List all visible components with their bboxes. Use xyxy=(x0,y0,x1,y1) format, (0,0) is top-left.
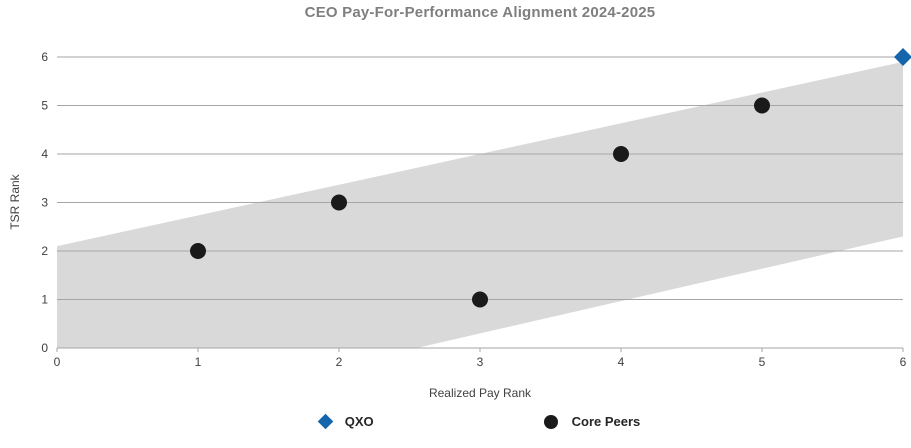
point-qxo xyxy=(894,48,911,66)
y-tick-label-1: 1 xyxy=(41,293,48,307)
point-core-peers xyxy=(472,291,488,308)
y-tick-label-4: 4 xyxy=(41,147,48,161)
legend-label-qxo: QXO xyxy=(344,414,374,429)
x-tick-label-0: 0 xyxy=(54,355,61,369)
y-axis-title: TSR Rank xyxy=(8,174,22,230)
point-core-peers xyxy=(754,97,770,114)
core-peers-circle-icon xyxy=(543,414,558,429)
y-tick-label-6: 6 xyxy=(41,50,48,64)
x-tick-label-5: 5 xyxy=(759,355,766,369)
x-tick-label-4: 4 xyxy=(618,355,625,369)
x-tick-label-2: 2 xyxy=(336,355,343,369)
x-tick-label-1: 1 xyxy=(195,355,202,369)
chart-title: CEO Pay-For-Performance Alignment 2024-2… xyxy=(304,4,656,21)
x-tick-label-3: 3 xyxy=(477,355,484,369)
y-tick-label-2: 2 xyxy=(41,244,48,258)
x-tick-label-6: 6 xyxy=(900,355,907,369)
qxo-diamond-icon xyxy=(317,413,333,430)
y-tick-label-5: 5 xyxy=(41,99,48,113)
point-core-peers xyxy=(613,146,629,162)
alignment-zone-band xyxy=(57,61,903,348)
legend-item-qxo: QXO xyxy=(317,413,374,430)
x-axis-title: Realized Pay Rank xyxy=(428,386,532,400)
legend: QXO Core Peers xyxy=(57,413,903,430)
point-core-peers xyxy=(190,243,206,259)
y-tick-label-0: 0 xyxy=(41,341,48,355)
point-core-peers xyxy=(331,194,347,211)
legend-item-core-peers: Core Peers xyxy=(543,414,641,429)
legend-label-core-peers: Core Peers xyxy=(571,414,641,429)
y-tick-label-3: 3 xyxy=(41,196,48,210)
